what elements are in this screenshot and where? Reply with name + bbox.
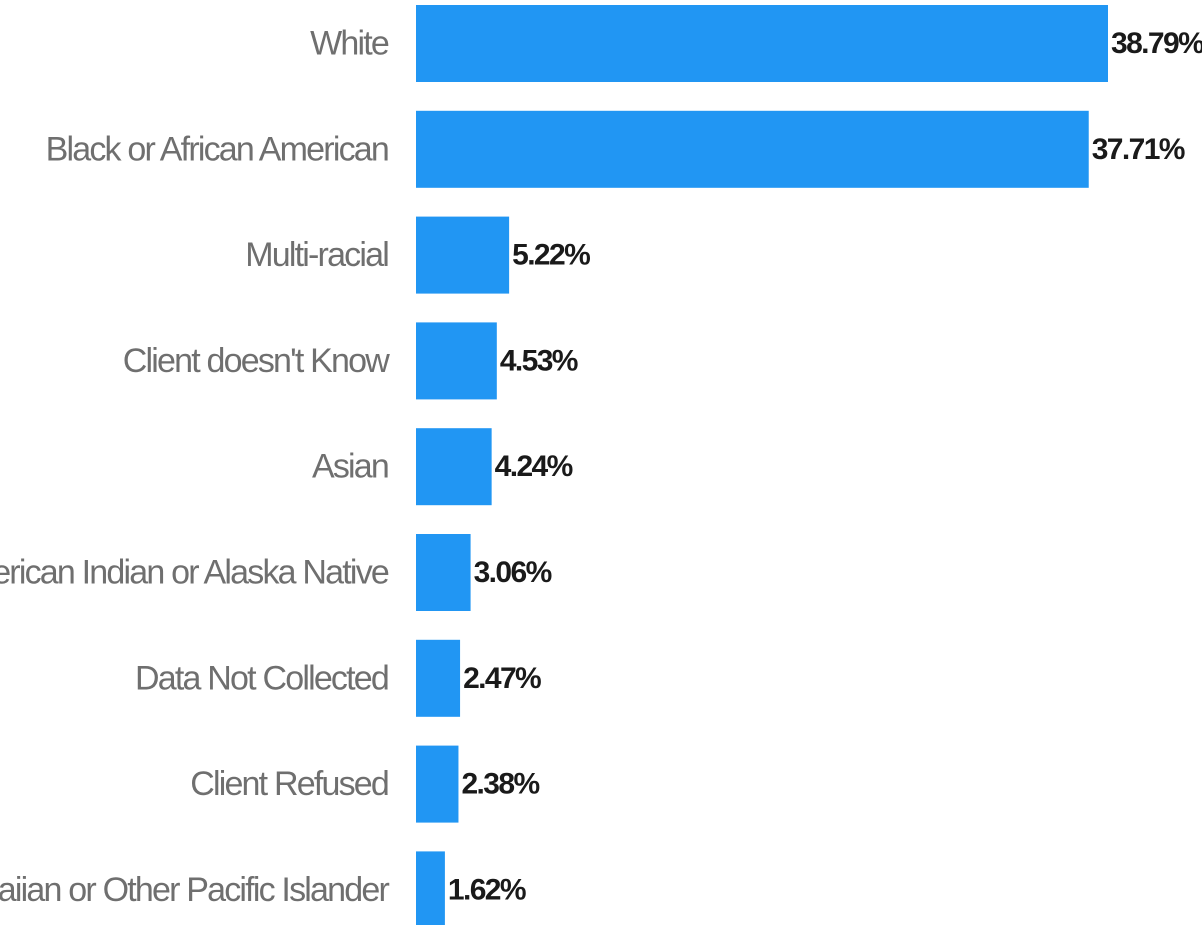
bar[interactable]	[416, 745, 459, 823]
category-label: Asian	[312, 448, 388, 486]
bar[interactable]	[416, 851, 445, 925]
bar[interactable]	[416, 216, 510, 294]
category-label: Client doesn't Know	[123, 342, 390, 380]
bar[interactable]	[416, 639, 461, 717]
value-label: 1.62%	[448, 873, 526, 906]
category-label: Hawaiian or Other Pacific Islander	[0, 871, 389, 909]
value-labels: 38.79% 37.71% 5.22% 4.53% 4.24% 3.06% 2.47% 2.3…	[448, 27, 1202, 906]
value-label: 5.22%	[512, 239, 590, 272]
value-label: 37.71%	[1092, 133, 1185, 166]
category-label: Data Not Collected	[135, 659, 388, 697]
category-label: Multi-racial	[245, 236, 388, 274]
value-label: 38.79%	[1111, 27, 1202, 60]
bar[interactable]	[416, 5, 1108, 82]
value-label: 3.06%	[474, 556, 552, 589]
category-label: American Indian or Alaska Native	[0, 554, 389, 592]
category-label: Black or African American	[46, 130, 388, 168]
bars	[416, 5, 1108, 925]
value-label: 2.38%	[461, 768, 539, 801]
value-label: 4.53%	[500, 344, 578, 377]
bar[interactable]	[416, 110, 1089, 188]
value-label: 2.47%	[463, 662, 541, 695]
category-labels: White Black or African American Multi-raci…	[0, 25, 392, 909]
bar[interactable]	[416, 322, 497, 400]
category-label: White	[310, 25, 389, 63]
bar[interactable]	[416, 428, 492, 506]
value-label: 4.24%	[495, 450, 573, 483]
category-label: Client Refused	[190, 765, 388, 803]
bar[interactable]	[416, 534, 471, 611]
